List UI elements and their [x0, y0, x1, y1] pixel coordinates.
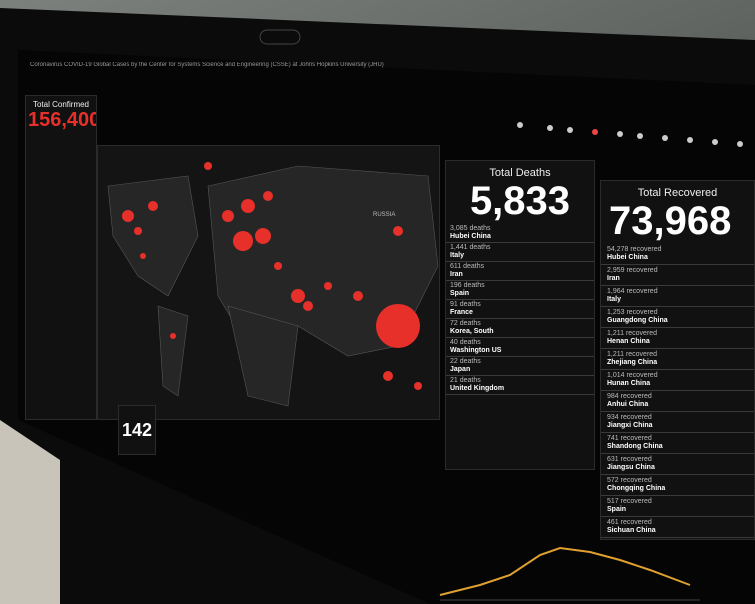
recovered-count: 984 recovered: [607, 393, 652, 400]
recovered-count: 741 recovered: [607, 435, 652, 442]
recovered-count: 1,964 recovered: [607, 288, 658, 295]
deaths-row: 611 deaths Iran: [446, 262, 594, 281]
deaths-row: 91 deaths France: [446, 300, 594, 319]
browser-title: Coronavirus COVID-19 Global Cases by the…: [30, 62, 384, 68]
recovered-count: 54,278 recovered: [607, 246, 662, 253]
deaths-place: Spain: [450, 290, 470, 297]
recovered-row: 1,964 recovered Italy: [601, 286, 754, 307]
deaths-value: 5,833: [469, 179, 571, 223]
map: RUSSIA: [107, 162, 439, 407]
recovered-row: 741 recovered Shandong China: [601, 433, 754, 454]
deaths-count: 3,085 deaths: [450, 225, 491, 232]
deaths-row: 21 deaths United Kingdom: [446, 376, 594, 395]
recovered-row: 2,959 recovered Iran: [601, 265, 754, 286]
countries-panel: 142: [118, 405, 156, 455]
recovered-row: 461 recovered Sichuan China: [601, 517, 754, 538]
deaths-count: 196 deaths: [450, 282, 485, 289]
recovered-place: Guangdong China: [607, 317, 668, 324]
deaths-label: Total Deaths: [489, 167, 551, 179]
deaths-panel: Total Deaths 5,833 3,085 deaths Hubei Chi…: [445, 160, 595, 470]
recovered-count: 1,211 recovered: [607, 330, 658, 337]
recovered-label: Total Recovered: [637, 187, 718, 199]
recovered-row: 1,211 recovered Zhejiang China: [601, 349, 754, 370]
recovered-count: 1,211 recovered: [607, 351, 658, 358]
map-label: RUSSIA: [373, 212, 395, 218]
countries-value: 142: [122, 420, 153, 440]
confirmed-value: 156,400: [28, 109, 97, 131]
recovered-count: 517 recovered: [607, 498, 652, 505]
recovered-place: Henan China: [607, 338, 650, 345]
map-panel: RUSSIA: [97, 145, 440, 420]
deaths-row: 40 deaths Washington US: [446, 338, 594, 357]
recovered-row: 1,014 recovered Hunan China: [601, 370, 754, 391]
deaths-place: United Kingdom: [450, 385, 505, 392]
deaths-row: 1,441 deaths Italy: [446, 243, 594, 262]
camera: [259, 29, 301, 45]
deaths-count: 22 deaths: [450, 358, 481, 365]
recovered-place: Italy: [607, 296, 622, 303]
recovered-count: 572 recovered: [607, 477, 652, 484]
recovered-count: 1,014 recovered: [607, 372, 658, 379]
recovered-count: 1,253 recovered: [607, 309, 658, 316]
deaths-place: France: [450, 309, 473, 316]
recovered-place: Jiangxi China: [607, 422, 653, 429]
desk: [0, 420, 60, 604]
recovered-place: Iran: [607, 275, 620, 282]
recovered-row: 1,253 recovered Guangdong China: [601, 307, 754, 328]
deaths-count: 40 deaths: [450, 339, 481, 346]
recovered-place: Anhui China: [607, 401, 649, 408]
recovered-row: 572 recovered Chongqing China: [601, 475, 754, 496]
deaths-count: 21 deaths: [450, 377, 481, 384]
recovered-place: Shandong China: [607, 443, 663, 450]
recovered-count: 934 recovered: [607, 414, 652, 421]
recovered-place: Jiangsu China: [607, 464, 655, 471]
recovered-row: 984 recovered Anhui China: [601, 391, 754, 412]
recovered-place: Sichuan China: [607, 527, 656, 534]
deaths-count: 91 deaths: [450, 301, 481, 308]
deaths-count: 1,441 deaths: [450, 244, 491, 251]
recovered-place: Chongqing China: [607, 485, 666, 492]
case-dots: [122, 162, 422, 390]
recovered-panel: Total Recovered 73,968 54,278 recovered H…: [600, 180, 755, 540]
deaths-row: 196 deaths Spain: [446, 281, 594, 300]
recovered-place: Hubei China: [607, 254, 648, 261]
deaths-place: Hubei China: [450, 233, 491, 240]
deaths-row: 72 deaths Korea, South: [446, 319, 594, 338]
deaths-place: Japan: [450, 366, 471, 373]
deaths-count: 611 deaths: [450, 263, 485, 270]
deaths-place: Washington US: [450, 347, 502, 354]
trend-line: [439, 546, 691, 596]
recovered-count: 461 recovered: [607, 519, 652, 526]
deaths-place: Korea, South: [450, 328, 494, 335]
deaths-count: 72 deaths: [450, 320, 481, 327]
recovered-row: 631 recovered Jiangsu China: [601, 454, 754, 475]
recovered-value: 73,968: [609, 199, 732, 243]
recovered-place: Hunan China: [607, 380, 651, 387]
deaths-place: Iran: [450, 271, 463, 278]
recovered-place: Zhejiang China: [607, 359, 658, 366]
recovered-count: 631 recovered: [607, 456, 652, 463]
deaths-place: Italy: [450, 252, 465, 259]
recovered-count: 2,959 recovered: [607, 267, 658, 274]
confirmed-panel: Total Confirmed 156,400: [25, 95, 97, 420]
deaths-row: 3,085 deaths Hubei China: [446, 224, 594, 243]
recovered-row: 1,211 recovered Henan China: [601, 328, 754, 349]
recovered-row: 517 recovered Spain: [601, 496, 754, 517]
recovered-place: Spain: [607, 506, 627, 513]
recovered-row: 934 recovered Jiangxi China: [601, 412, 754, 433]
deaths-row: 22 deaths Japan: [446, 357, 594, 376]
confirmed-label: Total Confirmed: [32, 100, 90, 109]
toolbar-icons: [517, 122, 743, 147]
recovered-row: 54,278 recovered Hubei China: [601, 244, 754, 265]
